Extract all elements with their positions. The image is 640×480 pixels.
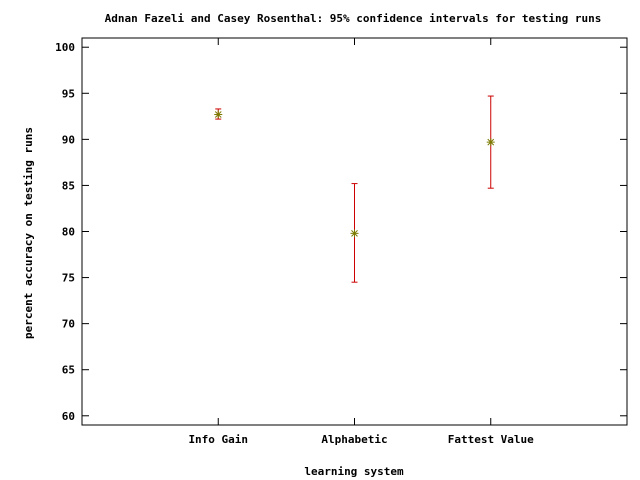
x-tick-label: Alphabetic <box>321 433 387 446</box>
chart-title: Adnan Fazeli and Casey Rosenthal: 95% co… <box>105 12 602 25</box>
data-point <box>486 138 495 147</box>
x-tick-label: Fattest Value <box>448 433 534 446</box>
x-axis-ticks: Info Gain Alphabetic Fattest Value <box>188 38 534 446</box>
y-tick-label: 90 <box>62 133 75 146</box>
data-point <box>350 229 359 238</box>
y-axis-ticks: 60 65 70 75 80 85 90 95 100 <box>55 41 627 423</box>
data-point <box>214 110 223 119</box>
y-axis-label: percent accuracy on testing runs <box>22 127 35 339</box>
y-tick-label: 60 <box>62 410 75 423</box>
y-tick-label: 100 <box>55 41 75 54</box>
y-tick-label: 95 <box>62 87 75 100</box>
y-tick-label: 85 <box>62 179 75 192</box>
y-tick-label: 70 <box>62 318 75 331</box>
y-tick-label: 80 <box>62 226 75 239</box>
x-axis-label: learning system <box>304 465 404 478</box>
x-tick-label: Info Gain <box>188 433 248 446</box>
data-marks <box>214 95 495 283</box>
y-tick-label: 75 <box>62 272 75 285</box>
y-tick-label: 65 <box>62 364 75 377</box>
